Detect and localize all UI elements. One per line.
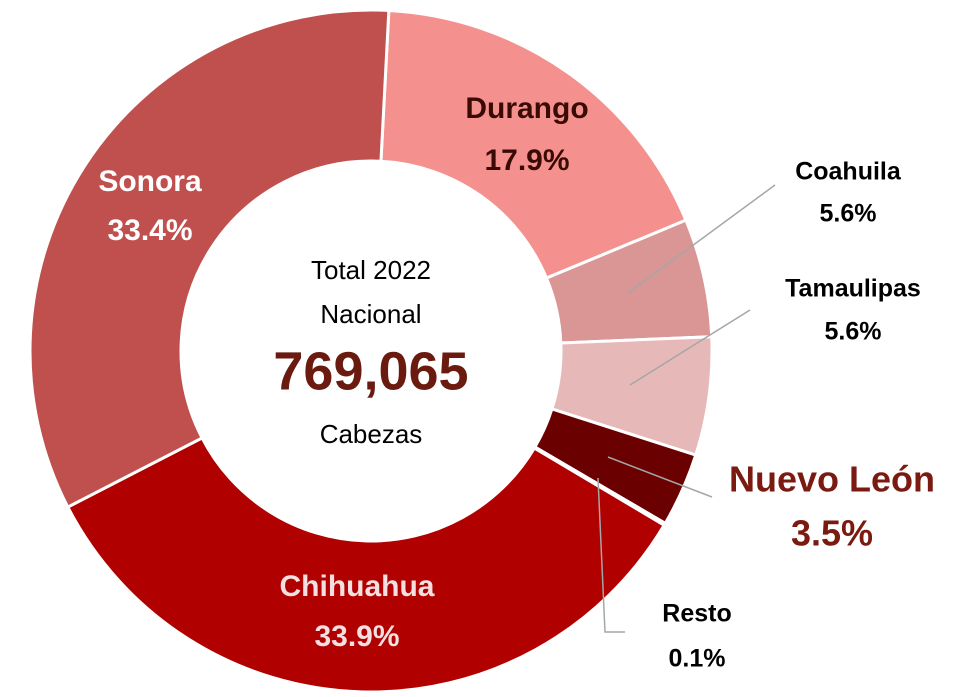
center-line2: Nacional [320, 299, 421, 329]
value-label: 17.9% [484, 144, 569, 177]
value-label: 33.4% [107, 214, 192, 247]
value-label: 0.1% [669, 645, 726, 673]
slice [68, 438, 664, 692]
center-total: 769,065 [273, 341, 468, 401]
slice-label: Tamaulipas [785, 275, 921, 303]
center-unit: Cabezas [320, 419, 423, 449]
center-line1: Total 2022 [311, 255, 431, 285]
value-label: 5.6% [820, 200, 877, 228]
slice-label: Sonora [98, 165, 202, 198]
value-label: 3.5% [791, 513, 873, 554]
slice-label: Chihuahua [280, 570, 435, 603]
slice-label: Nuevo León [729, 459, 935, 500]
value-label: 5.6% [825, 318, 882, 346]
slice-label: Resto [662, 600, 731, 628]
slice-label: Coahuila [795, 158, 902, 186]
slice-label: Durango [465, 92, 588, 125]
chart: Total 2022 Nacional 769,065 Cabezas Dura… [0, 0, 973, 697]
value-label: 33.9% [314, 620, 399, 653]
